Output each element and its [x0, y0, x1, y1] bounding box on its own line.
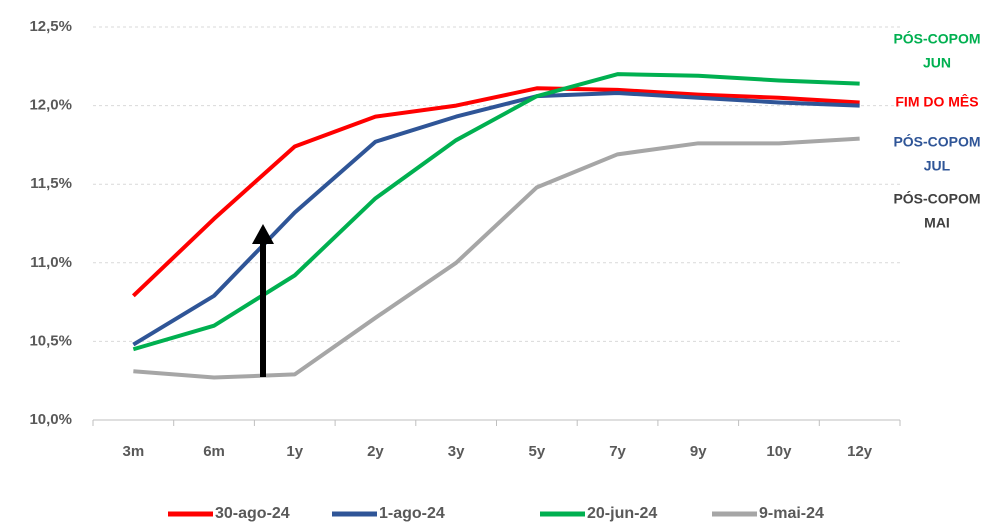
x-tick-label: 10y — [766, 443, 792, 460]
annotation: PÓS-COPOM — [893, 30, 980, 47]
annotation: MAI — [924, 215, 950, 231]
x-tick-label: 3y — [448, 443, 465, 460]
legend-label: 30-ago-24 — [215, 505, 290, 522]
series-line — [132, 91, 860, 347]
annotation: FIM DO MÊS — [895, 93, 978, 110]
annotation: JUN — [923, 55, 951, 71]
x-tick-label: 3m — [123, 443, 145, 460]
y-tick-label: 11,5% — [30, 175, 72, 192]
x-tick-label: 9y — [690, 443, 707, 460]
x-tick-label: 5y — [529, 443, 546, 460]
series-line — [131, 86, 860, 298]
annotation: JUL — [924, 158, 951, 174]
y-tick-label: 10,0% — [29, 411, 72, 428]
x-tick-label: 2y — [367, 443, 384, 460]
series-line — [133, 136, 860, 380]
x-tick-label: 6m — [203, 443, 225, 460]
legend-label: 1-ago-24 — [379, 505, 445, 522]
annotation: PÓS-COPOM — [893, 190, 980, 207]
arrow-head — [252, 224, 274, 244]
y-tick-label: 12,0% — [29, 97, 72, 114]
legend-label: 9-mai-24 — [759, 505, 824, 522]
annotation: PÓS-COPOM — [893, 133, 980, 150]
x-tick-label: 7y — [609, 443, 626, 460]
series-line — [132, 72, 860, 352]
x-tick-label: 1y — [286, 443, 303, 460]
x-tick-label: 12y — [847, 443, 873, 460]
y-tick-label: 12,5% — [29, 18, 72, 35]
legend-label: 20-jun-24 — [587, 505, 657, 522]
y-tick-label: 11,0% — [30, 254, 72, 271]
y-tick-label: 10,5% — [29, 332, 72, 349]
